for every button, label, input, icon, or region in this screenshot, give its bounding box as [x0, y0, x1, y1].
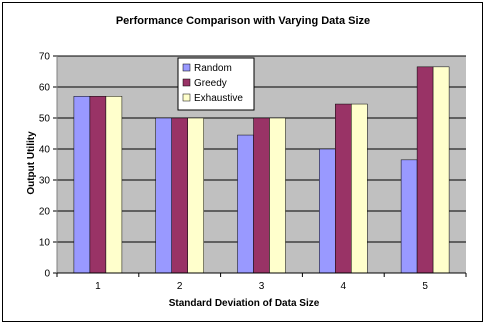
bars-group — [73, 66, 450, 274]
x-tick-label: 2 — [177, 281, 183, 292]
bar-exhaustive-3 — [269, 117, 286, 274]
bar-greedy-2 — [171, 117, 188, 274]
legend-swatch-random — [182, 63, 191, 72]
bar-greedy-5 — [416, 66, 434, 274]
y-tick-label: 20 — [39, 207, 51, 218]
x-tick-label: 4 — [341, 281, 347, 292]
bar-exhaustive-4 — [351, 103, 368, 274]
y-axis-label: Output Utility — [26, 131, 37, 195]
legend-box — [177, 57, 255, 111]
y-tick-label: 70 — [39, 52, 51, 63]
y-tick-label: 0 — [44, 269, 50, 280]
legend-label-greedy: Greedy — [194, 78, 227, 89]
y-tick-label: 30 — [39, 176, 51, 187]
y-tick-label: 40 — [39, 145, 51, 156]
legend-label-random: Random — [194, 63, 232, 74]
bar-exhaustive-1 — [105, 96, 123, 274]
x-tick-label: 5 — [422, 281, 428, 292]
y-tick-label: 10 — [39, 238, 51, 249]
y-tick-label: 60 — [39, 83, 51, 94]
x-tick-label: 1 — [95, 281, 101, 292]
bar-random-2 — [155, 117, 172, 274]
legend-swatch-greedy — [182, 78, 191, 87]
bar-greedy-3 — [253, 117, 270, 274]
legend-label-exhaustive: Exhaustive — [194, 93, 243, 104]
legend: Random Greedy Exhaustive — [177, 57, 255, 111]
bar-random-4 — [319, 148, 336, 274]
bar-greedy-1 — [89, 96, 107, 274]
x-tick-label: 3 — [259, 281, 265, 292]
bar-exhaustive-2 — [187, 117, 204, 274]
legend-swatch-exhaustive — [182, 93, 191, 102]
x-axis: 1 2 3 4 5 — [56, 272, 467, 292]
x-axis-label: Standard Deviation of Data Size — [169, 298, 320, 309]
bar-random-3 — [237, 134, 254, 274]
bar-exhaustive-5 — [432, 66, 450, 274]
bar-random-5 — [400, 159, 418, 274]
y-axis: 0 10 20 30 40 50 60 70 — [39, 52, 58, 280]
bar-random-1 — [73, 96, 91, 274]
chart-title: Performance Comparison with Varying Data… — [116, 15, 370, 27]
y-tick-label: 50 — [39, 114, 51, 125]
bar-greedy-4 — [335, 103, 352, 274]
